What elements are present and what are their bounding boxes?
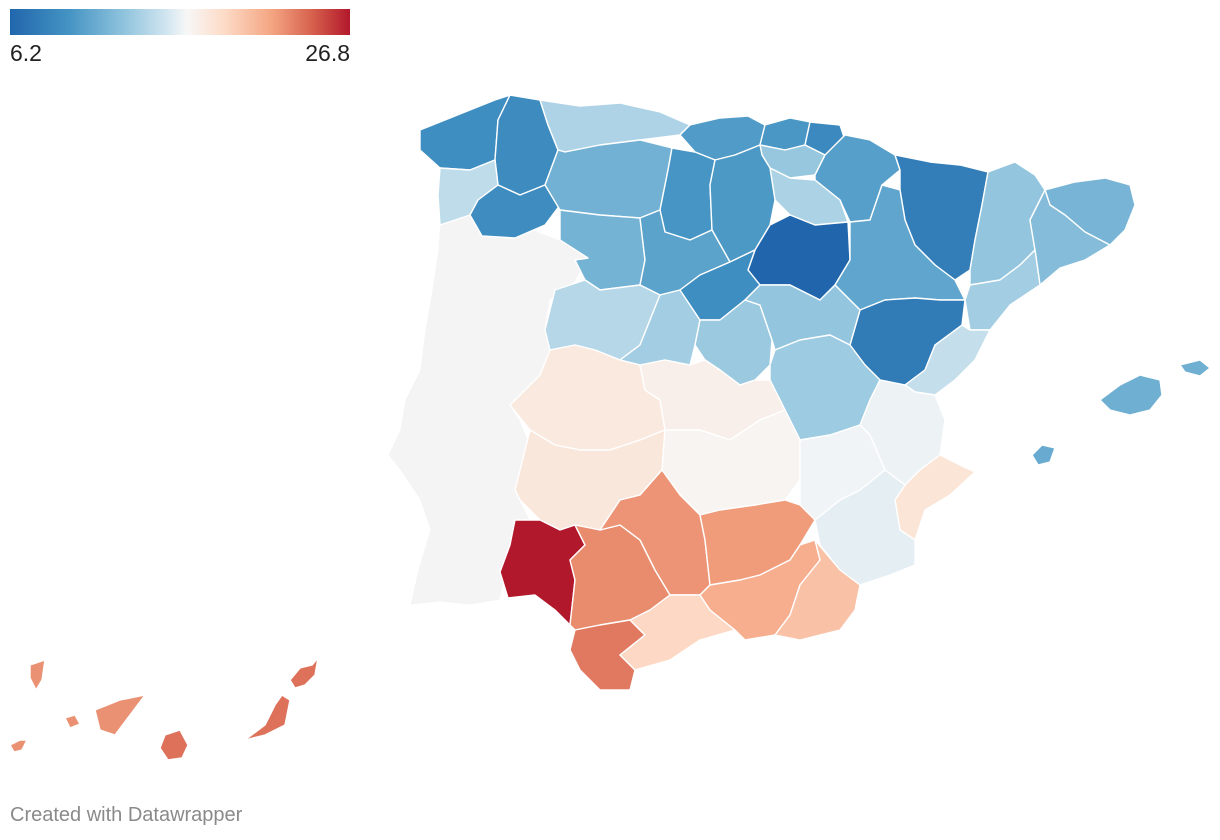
legend-gradient-bar xyxy=(10,9,350,35)
province-castellon[interactable] xyxy=(904,324,991,396)
island-lanzarote[interactable] xyxy=(289,657,319,689)
province-malaga[interactable] xyxy=(619,594,736,671)
province-asturias[interactable] xyxy=(539,99,691,153)
island-fuerteventura[interactable] xyxy=(244,694,291,741)
province-menorca[interactable] xyxy=(1179,359,1211,377)
legend-min-label: 6.2 xyxy=(10,40,42,66)
island-el-hierro[interactable] xyxy=(9,739,28,753)
island-la-gomera[interactable] xyxy=(64,714,81,729)
province-ibiza[interactable] xyxy=(1031,444,1056,466)
province-burgos[interactable] xyxy=(709,144,776,263)
province-ourense[interactable] xyxy=(469,184,561,239)
province-tarragona[interactable] xyxy=(964,249,1041,331)
color-legend: 6.2 26.8 xyxy=(10,9,350,66)
province-toledo[interactable] xyxy=(639,359,786,441)
credit-text: Created with Datawrapper xyxy=(10,804,243,826)
province-leon[interactable] xyxy=(544,139,673,219)
province-albacete[interactable] xyxy=(799,424,886,521)
province-almeria[interactable] xyxy=(774,539,861,641)
province-mallorca[interactable] xyxy=(1099,374,1163,416)
legend-max-label: 26.8 xyxy=(305,40,350,66)
province-santa-cruz-tenerife[interactable] xyxy=(94,694,146,736)
province-las-palmas[interactable] xyxy=(159,729,189,761)
island-la-palma[interactable] xyxy=(29,659,46,691)
